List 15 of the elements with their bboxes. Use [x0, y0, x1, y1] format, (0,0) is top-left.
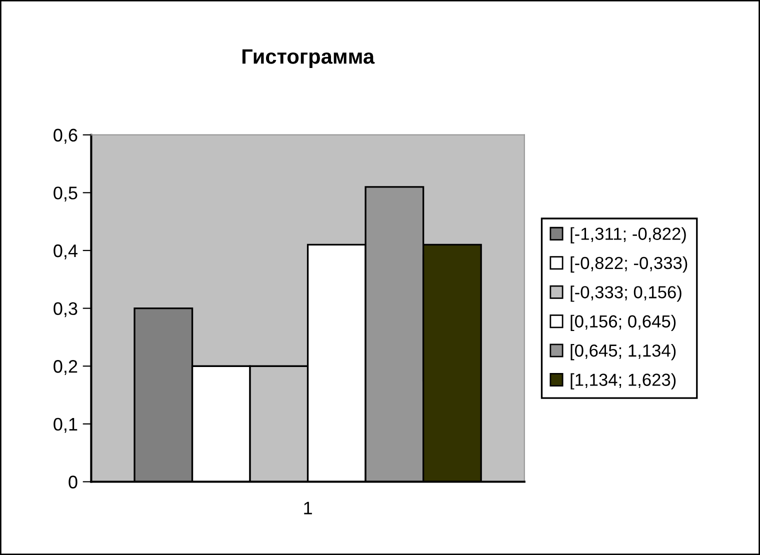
- legend-label: [1,134; 1,623): [570, 373, 676, 390]
- x-tick-label: 1: [304, 502, 312, 514]
- legend-label: [-0,333; 0,156): [570, 286, 682, 302]
- y-tick-label: 0,6: [54, 128, 78, 144]
- legend-label: [0,645; 1,134): [570, 344, 676, 360]
- y-tick-label: 0,2: [54, 360, 78, 375]
- legend-label: [-0,822; -0,333): [570, 256, 688, 273]
- y-tick-label: 0,1: [54, 418, 78, 433]
- y-tick-label: 0,4: [54, 244, 78, 260]
- y-tick-label: 0,3: [54, 302, 78, 318]
- chart-title: Гистограмма: [242, 49, 375, 68]
- legend-label: [-1,311; -0,822): [570, 227, 686, 244]
- legend-label: [0,156; 0,645): [570, 314, 676, 331]
- y-tick-label: 0,5: [54, 186, 78, 202]
- y-tick-label: 0: [68, 476, 78, 488]
